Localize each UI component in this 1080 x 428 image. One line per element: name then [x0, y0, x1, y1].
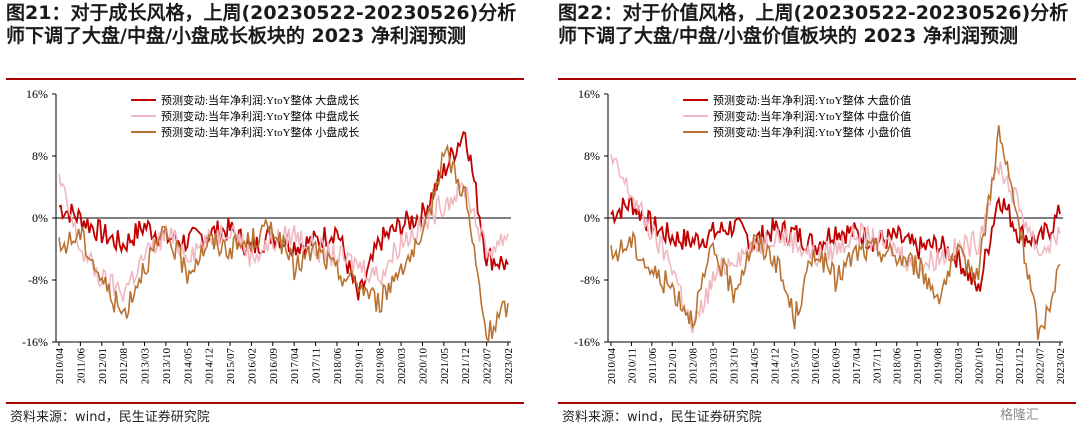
x-tick-label: 2022/07 — [1035, 348, 1047, 385]
chart-panel-value: 图22：对于价值风格，上周(20230522-20230526)分析师下调了大盘… — [558, 0, 1080, 428]
x-tick-label: 2014/05 — [182, 348, 194, 385]
source-note: 资料来源：wind，民生证券研究院 — [562, 410, 762, 425]
y-tick-label: 8% — [32, 149, 48, 163]
x-tick-label: 2010/04 — [54, 348, 66, 385]
title-divider — [558, 78, 1076, 80]
x-tick-label: 2013/10 — [728, 348, 740, 385]
x-tick-label: 2013/03 — [140, 348, 152, 385]
chart-title: 图22：对于价值风格，上周(20230522-20230526)分析师下调了大盘… — [558, 2, 1069, 47]
x-tick-label: 2020/10 — [973, 348, 985, 385]
y-tick-label: -8% — [580, 273, 600, 287]
x-tick-label: 2014/05 — [749, 348, 761, 385]
source-divider — [558, 402, 1076, 404]
x-tick-label: 2016/02 — [810, 348, 822, 384]
series-line — [610, 194, 1061, 292]
y-tick-label: 8% — [584, 149, 600, 163]
x-tick-label: 2016/09 — [268, 348, 280, 385]
x-tick-label: 2011/06 — [647, 348, 659, 384]
x-tick-label: 2021/05 — [439, 348, 451, 385]
series-line — [610, 125, 1061, 340]
x-tick-label: 2023/02 — [1055, 348, 1067, 384]
line-chart-value: 16% 8% 0% -8% -16% 2010/04 2010/11 2011/06 2012/… — [574, 87, 1067, 385]
line-chart-growth: 16% 8% 0% -8% -16% 2010/04 2011/06 2012/01 2012/… — [22, 87, 515, 385]
x-tick-label: 2012/08 — [688, 348, 700, 385]
x-tick-label: 2012/08 — [118, 348, 130, 385]
y-tick-label: 0% — [584, 211, 600, 225]
x-tick-label: 2017/04 — [851, 348, 863, 385]
x-tick-label: 2018/06 — [892, 348, 904, 385]
x-tick-label: 2022/07 — [482, 348, 494, 385]
source-divider — [6, 402, 524, 404]
x-tick-label: 2019/01 — [353, 348, 365, 384]
x-tick-label: 2019/08 — [375, 348, 387, 385]
x-tick-label: 2013/03 — [708, 348, 720, 385]
y-tick-label: -16% — [22, 335, 48, 349]
series-line — [58, 130, 509, 301]
x-tick-label: 2011/06 — [75, 348, 87, 384]
x-tick-label: 2019/01 — [912, 348, 924, 384]
watermark-logo: 格隆汇 — [1000, 408, 1040, 423]
legend-label: 预测变动:当年净利润:YtoY整体 中盘价值 — [713, 109, 911, 123]
x-tick-label: 2012/01 — [97, 348, 109, 384]
x-tick-label: 2010/11 — [626, 348, 638, 384]
series-line — [58, 173, 509, 302]
x-tick-label: 2018/06 — [332, 348, 344, 385]
legend-label: 预测变动:当年净利润:YtoY整体 大盘成长 — [161, 93, 359, 107]
source-note: 资料来源：wind，民生证券研究院 — [10, 410, 210, 425]
y-tick-label: -8% — [28, 273, 48, 287]
x-tick-label: 2020/10 — [417, 348, 429, 385]
x-tick-label: 2021/12 — [460, 348, 472, 384]
legend-label: 预测变动:当年净利润:YtoY整体 小盘价值 — [713, 125, 911, 139]
series-line — [58, 143, 509, 343]
x-tick-label: 2014/12 — [769, 348, 781, 384]
x-tick-label: 2015/07 — [790, 348, 802, 385]
x-tick-label: 2020/03 — [953, 348, 965, 385]
x-tick-label: 2016/02 — [246, 348, 258, 384]
x-tick-label: 2021/05 — [994, 348, 1006, 385]
y-tick-label: 0% — [32, 211, 48, 225]
x-tick-label: 2017/04 — [289, 348, 301, 385]
x-tick-label: 2012/01 — [667, 348, 679, 384]
chart-title: 图21：对于成长风格，上周(20230522-20230526)分析师下调了大盘… — [6, 2, 517, 47]
y-tick-label: 16% — [26, 87, 48, 101]
x-tick-label: 2020/03 — [396, 348, 408, 385]
x-tick-label: 2013/10 — [161, 348, 173, 385]
series-line — [610, 154, 1061, 334]
chart-panel-growth: 图21：对于成长风格，上周(20230522-20230526)分析师下调了大盘… — [6, 0, 534, 428]
x-tick-label: 2015/07 — [225, 348, 237, 385]
x-tick-label: 2023/02 — [503, 348, 515, 384]
legend-label: 预测变动:当年净利润:YtoY整体 小盘成长 — [161, 125, 359, 139]
x-tick-label: 2021/12 — [1014, 348, 1026, 384]
x-tick-label: 2017/11 — [311, 348, 323, 384]
x-tick-label: 2010/04 — [606, 348, 618, 385]
title-divider — [6, 78, 524, 80]
y-tick-label: 16% — [578, 87, 600, 101]
x-tick-label: 2017/11 — [871, 348, 883, 384]
y-tick-label: -16% — [574, 335, 600, 349]
legend-label: 预测变动:当年净利润:YtoY整体 大盘价值 — [713, 93, 911, 107]
x-tick-label: 2014/12 — [204, 348, 216, 384]
legend-label: 预测变动:当年净利润:YtoY整体 中盘成长 — [161, 109, 359, 123]
x-tick-label: 2019/08 — [933, 348, 945, 385]
x-tick-label: 2016/09 — [831, 348, 843, 385]
